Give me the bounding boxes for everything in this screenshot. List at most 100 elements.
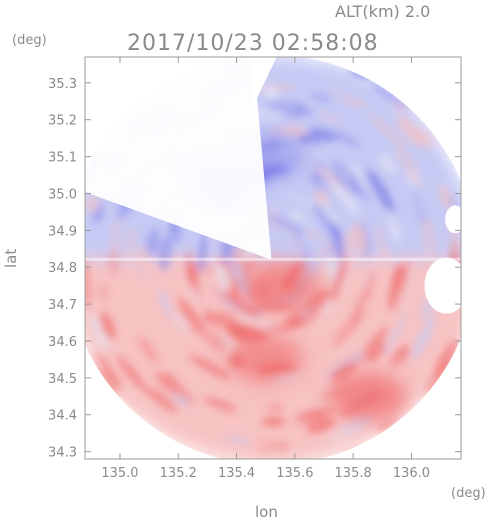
- echo-cell: [314, 83, 358, 103]
- echo-cell: [172, 393, 191, 407]
- echo-cell: [188, 262, 199, 294]
- echo-cell: [350, 165, 382, 203]
- y-tick-label: 35.3: [48, 77, 77, 92]
- echo-cell: [396, 117, 427, 151]
- echo-cell: [401, 265, 415, 313]
- echo-cell: [330, 362, 357, 383]
- y-tick-label: 34.7: [48, 298, 77, 313]
- x-axis-title: lon: [255, 503, 278, 521]
- echo-cell: [255, 74, 302, 86]
- radar-field: [85, 57, 461, 459]
- no-data-sector: [85, 57, 272, 260]
- no-data-gap: [424, 257, 461, 314]
- echo-cell: [351, 222, 368, 255]
- plot-frame: [84, 56, 462, 460]
- x-tick-label: 135.2: [160, 466, 197, 481]
- y-tick-label: 34.9: [48, 224, 77, 239]
- echo-cell: [309, 127, 336, 143]
- echo-cell: [454, 289, 461, 327]
- y-tick-label: 34.6: [48, 335, 77, 350]
- echo-cell: [330, 159, 349, 174]
- echo-cell: [315, 215, 335, 247]
- echo-cell: [377, 114, 403, 138]
- echo-cell: [330, 308, 367, 348]
- echo-cell: [109, 216, 121, 257]
- echo-cell: [295, 216, 312, 232]
- y-axis-title: lat: [2, 249, 20, 268]
- x-tick-label: 136.0: [393, 466, 430, 481]
- echo-cell: [154, 371, 196, 405]
- y-axis: 34.3 34.4 34.5 34.6 34.7 34.8 34.9 35.0 35.1 35.2…: [48, 77, 461, 461]
- echo-cell: [250, 101, 299, 116]
- y-unit-label: (deg): [12, 33, 47, 48]
- echo-cell: [98, 283, 108, 302]
- x-tick-label: 135.6: [276, 466, 313, 481]
- echo-cell: [282, 237, 298, 265]
- x-tick-label: 135.0: [101, 466, 138, 481]
- x-unit-label: (deg): [451, 486, 486, 501]
- echo-cell: [317, 200, 339, 226]
- echo-cell: [335, 117, 375, 144]
- echo-cell: [309, 170, 326, 182]
- echo-cell: [418, 144, 443, 180]
- y-tick-label: 34.8: [48, 261, 77, 276]
- echo-cell: [328, 223, 345, 260]
- y-tick-label: 34.5: [48, 372, 77, 387]
- echo-cell: [365, 169, 395, 214]
- echo-cell: [439, 184, 453, 211]
- chart-title: 2017/10/23 02:58:08: [127, 31, 379, 56]
- echo-cell: [302, 113, 339, 131]
- echo-cell: [421, 215, 437, 263]
- echo-cell: [204, 332, 228, 351]
- echo-cell: [178, 296, 209, 337]
- echo-cell: [375, 223, 386, 260]
- echo-cell: [347, 321, 374, 352]
- echo-cell: [135, 244, 150, 278]
- echo-cell: [411, 315, 436, 360]
- echo-cell: [242, 388, 277, 398]
- echo-cell: [407, 186, 423, 217]
- echo-cell: [261, 417, 286, 427]
- region-south-red: [227, 335, 304, 384]
- x-tick-label: 135.4: [218, 466, 255, 481]
- echo-cell: [118, 386, 140, 408]
- no-data-gap: [445, 205, 461, 234]
- echo-cell: [330, 169, 359, 197]
- echo-cell: [250, 445, 285, 459]
- echo-cell: [268, 215, 306, 234]
- y-tick-label: 35.1: [48, 151, 77, 166]
- echo-cell: [328, 350, 346, 363]
- echo-cell: [369, 261, 385, 306]
- echo-cell: [99, 311, 116, 340]
- region-east-red: [329, 372, 406, 421]
- echo-cell: [266, 402, 285, 413]
- echo-cell: [319, 147, 350, 167]
- echo-cell: [300, 155, 319, 168]
- echo-cell: [186, 330, 207, 350]
- echo-cell: [232, 315, 279, 330]
- echo-cell: [134, 298, 153, 333]
- echo-cell: [293, 408, 328, 424]
- echo-cell: [327, 420, 368, 443]
- echo-cell: [361, 326, 389, 360]
- echo-cell: [303, 102, 326, 114]
- region-center-red: [242, 261, 319, 310]
- echo-cell: [85, 257, 92, 309]
- echo-cell: [296, 148, 321, 159]
- echo-cell: [137, 336, 160, 365]
- echo-cell: [123, 225, 136, 266]
- echo-cell: [383, 310, 410, 355]
- echo-cell: [371, 81, 409, 110]
- echo-cell: [252, 121, 293, 130]
- echo-cell: [310, 289, 324, 305]
- echo-cell: [158, 290, 172, 317]
- echo-cell: [188, 354, 232, 381]
- altitude-label: ALT(km) 2.0: [335, 2, 430, 21]
- echo-cell: [393, 287, 406, 318]
- echo-cell: [210, 322, 227, 336]
- echo-cell: [85, 195, 99, 214]
- echo-cell: [365, 87, 399, 112]
- echo-cell: [307, 288, 334, 317]
- y-tick-label: 35.0: [48, 187, 77, 202]
